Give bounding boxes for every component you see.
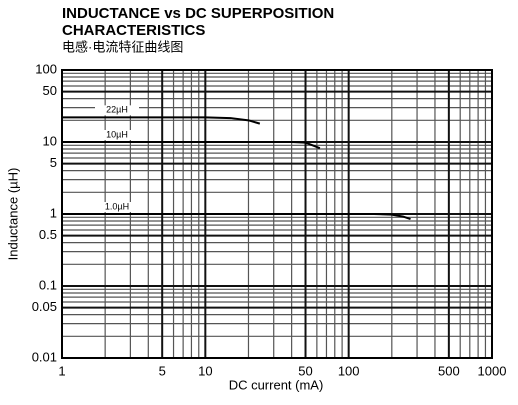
- y-tick-label: 5: [50, 155, 57, 170]
- series-label: 1.0µH: [105, 201, 129, 211]
- chart-subtitle: 电感·电流特征曲线图: [62, 39, 183, 54]
- y-axis-label: Inductance (µH): [5, 168, 20, 261]
- series-line: [62, 213, 411, 221]
- chart-title: CHARACTERISTICS: [62, 22, 205, 39]
- series-label-bg: [95, 202, 139, 212]
- y-tick-label: 1: [50, 205, 57, 220]
- x-tick-label: 1: [58, 363, 65, 378]
- y-tick-label: 10: [43, 133, 57, 148]
- series-label: 22µH: [106, 105, 128, 115]
- x-tick-label: 100: [338, 363, 360, 378]
- y-tick-label: 50: [43, 83, 57, 98]
- chart-title: INDUCTANCE vs DC SUPERPOSITION: [62, 5, 334, 22]
- y-tick-label: 0.01: [32, 349, 57, 364]
- x-tick-label: 500: [438, 363, 460, 378]
- series-label-bg: [95, 130, 139, 140]
- x-tick-label: 10: [198, 363, 212, 378]
- series-label-bg: [95, 105, 139, 116]
- y-tick-label: 0.05: [32, 299, 57, 314]
- y-tick-label: 0.5: [39, 227, 57, 242]
- y-tick-label: 100: [35, 61, 57, 76]
- x-tick-label: 5: [159, 363, 166, 378]
- series-line: [62, 116, 261, 125]
- x-tick-label: 50: [298, 363, 312, 378]
- series-line: [62, 141, 321, 150]
- series-label: 10µH: [106, 129, 128, 139]
- x-axis-label: DC current (mA): [229, 377, 324, 392]
- y-tick-label: 0.1: [39, 277, 57, 292]
- x-tick-label: 1000: [478, 363, 507, 378]
